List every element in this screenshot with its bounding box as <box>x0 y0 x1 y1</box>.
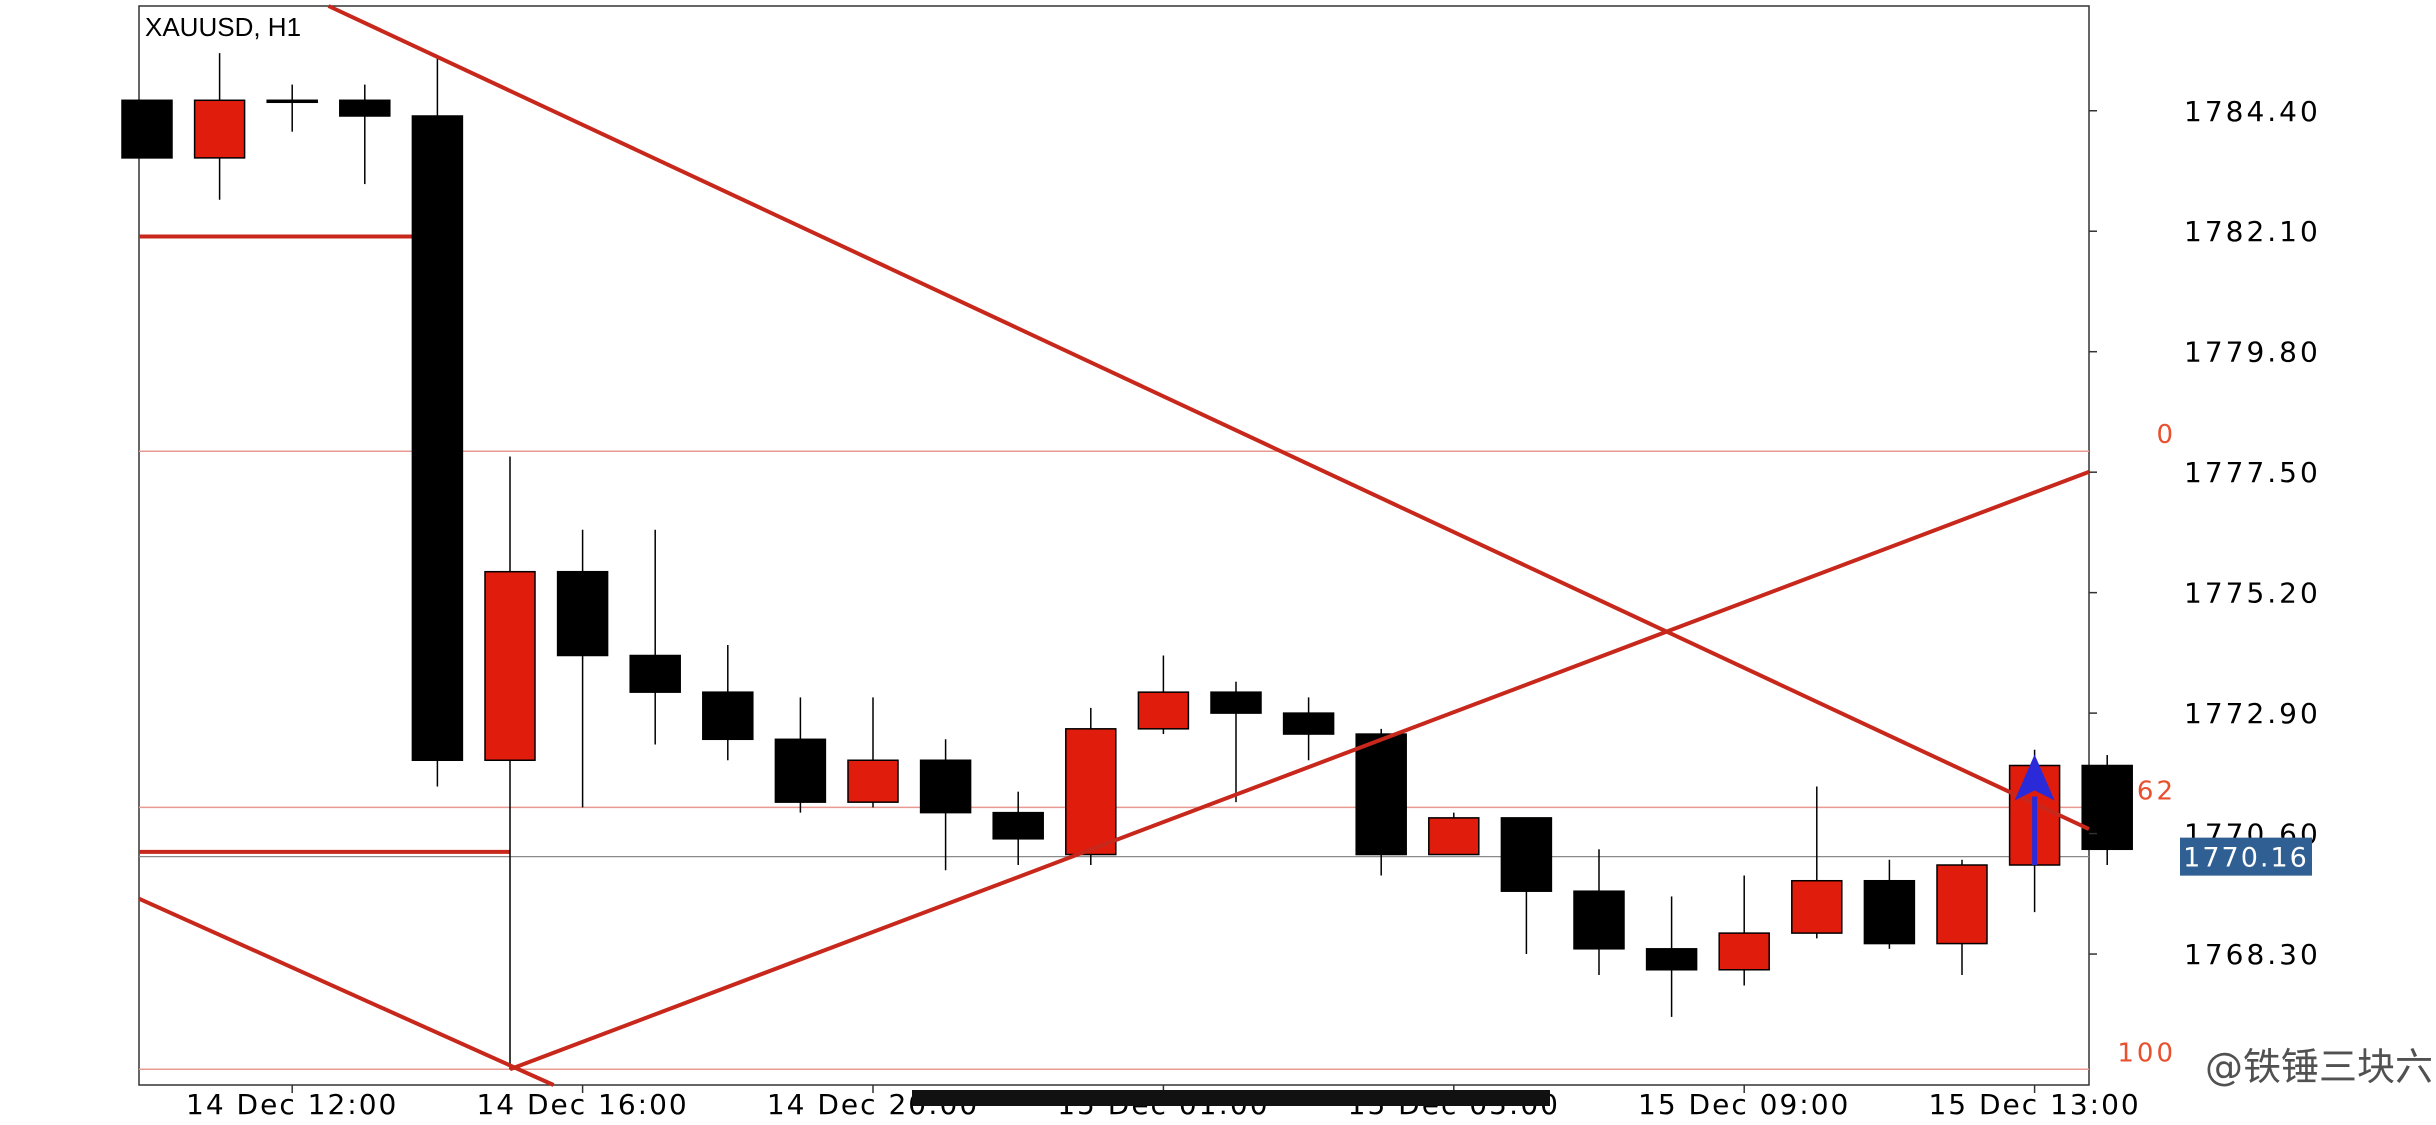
candle-body <box>1210 691 1262 714</box>
candle-body <box>992 811 1044 840</box>
last-price-tag-background <box>2180 837 2312 876</box>
candle-body <box>121 99 173 159</box>
y-tick-label: 1768.30 <box>2184 938 2321 971</box>
candle-body <box>1355 733 1407 856</box>
candle-body <box>1065 728 1117 856</box>
watermark: @铁锤三块六 <box>2205 1045 2433 1089</box>
y-tick-label: 1784.40 <box>2184 95 2321 128</box>
candle-body <box>1791 879 1843 934</box>
candle-body <box>919 759 972 814</box>
x-tick-label: 14 Dec 12:00 <box>186 1088 398 1121</box>
candle-body <box>1573 890 1625 950</box>
candle-body <box>1137 691 1190 730</box>
candle-body <box>193 99 246 159</box>
y-tick-label: 1782.10 <box>2184 215 2321 248</box>
candle-body <box>847 759 899 803</box>
candle-body <box>1645 948 1698 971</box>
candle-body <box>411 115 464 762</box>
candle-body <box>1428 817 1480 856</box>
y-axis: 1784.40 1782.10 1779.80 1777.50 1775.20 1772.… <box>2089 95 2321 971</box>
plot-frame <box>138 5 2090 1086</box>
candle-body <box>2081 764 2133 851</box>
candle-body <box>1863 879 1916 945</box>
candle-body <box>339 99 391 117</box>
buy-arrow-icon <box>2014 754 2055 801</box>
candle-body <box>1936 864 1988 945</box>
candle-body <box>629 654 681 693</box>
candle-body <box>556 570 609 657</box>
x-tick-label: 15 Dec 09:00 <box>1638 1088 1850 1121</box>
last-price-tag: 1770.16 <box>2180 837 2312 876</box>
candles <box>121 53 2133 1070</box>
signal-arrows <box>2014 754 2055 866</box>
candle-body <box>1500 817 1553 892</box>
candle-body <box>774 738 827 803</box>
fib-level-label: 62 <box>2137 776 2176 806</box>
candle-body <box>266 99 318 104</box>
fib-level-label: 100 <box>2117 1038 2176 1068</box>
y-tick-label: 1777.50 <box>2184 456 2321 489</box>
y-tick-label: 1779.80 <box>2184 336 2321 369</box>
x-tick-label: 15 Dec 13:00 <box>1928 1088 2140 1121</box>
redaction-bar <box>912 1090 1550 1106</box>
candle-body <box>484 570 536 762</box>
fib-level-label: 0 <box>2156 420 2176 450</box>
candle-body <box>1718 932 1770 971</box>
last-price-tag-label: 1770.16 <box>2183 843 2309 874</box>
y-tick-label: 1775.20 <box>2184 577 2321 610</box>
candle-body <box>702 691 754 741</box>
y-tick-label: 1772.90 <box>2184 697 2321 730</box>
x-tick-label: 14 Dec 16:00 <box>476 1088 688 1121</box>
trendline <box>327 4 2090 831</box>
trendline <box>509 469 2090 1072</box>
candle-body <box>1282 712 1335 735</box>
fibonacci-levels: 0 62 100 <box>139 420 2176 1071</box>
trendline <box>138 896 555 1087</box>
chart-title: XAUUSD, H1 <box>145 12 301 42</box>
trendlines <box>138 4 2090 1087</box>
horizontal-lines <box>139 234 510 854</box>
